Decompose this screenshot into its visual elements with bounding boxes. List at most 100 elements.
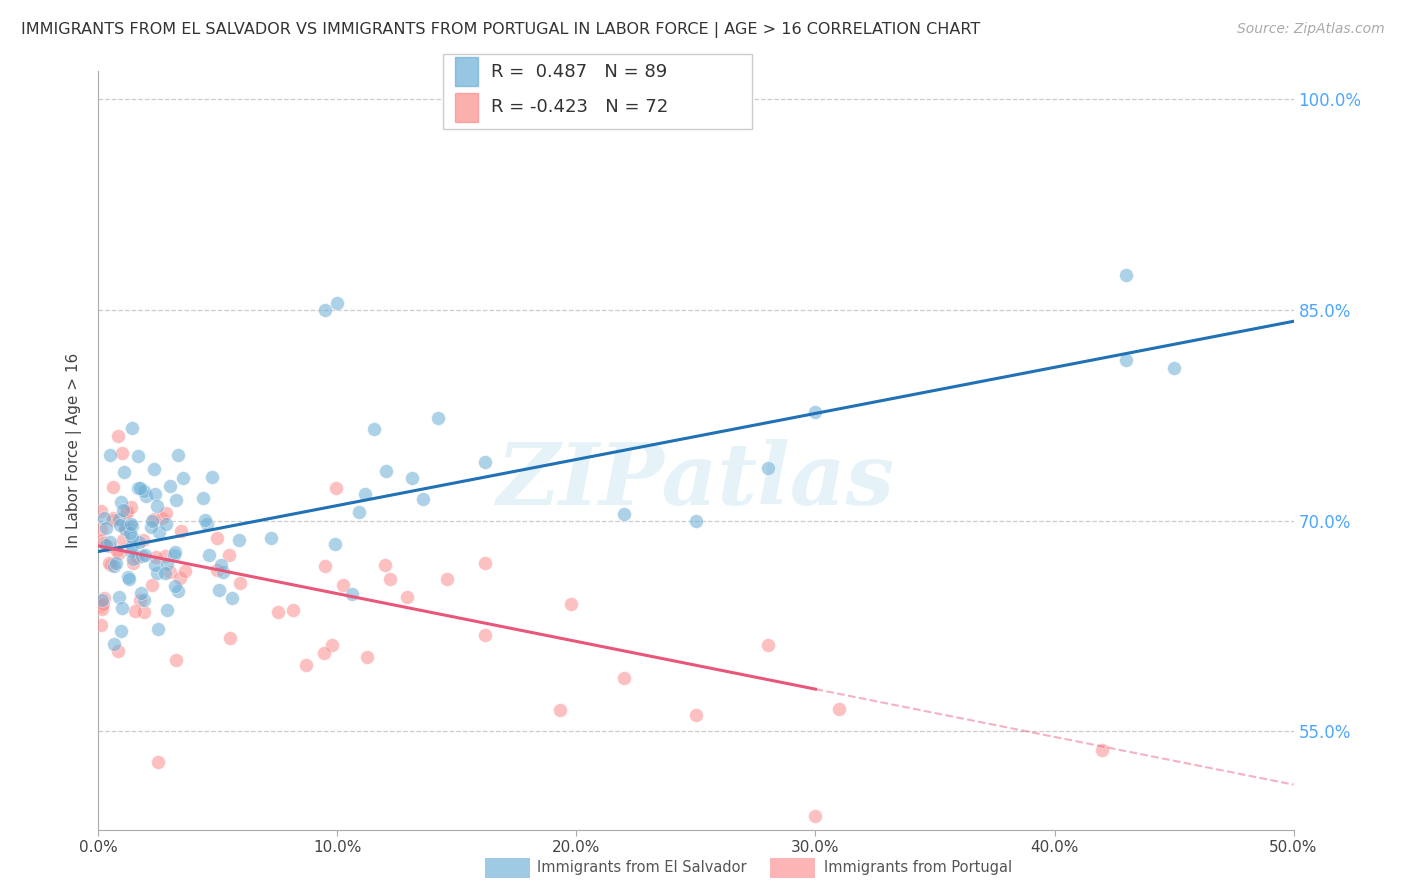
Point <box>340 587 363 601</box>
Point <box>93 597 115 611</box>
Point <box>356 649 378 664</box>
Point <box>111 601 134 615</box>
Point <box>195 517 218 532</box>
Point <box>294 658 316 673</box>
Point <box>315 303 337 318</box>
Point <box>163 548 186 562</box>
Point <box>120 544 142 558</box>
Point <box>474 557 496 571</box>
Point <box>108 517 131 532</box>
Point <box>105 544 128 558</box>
Point <box>122 556 145 570</box>
Point <box>103 558 125 573</box>
Point <box>412 491 434 506</box>
Point <box>134 606 156 620</box>
Point <box>312 646 335 660</box>
Point <box>218 548 240 562</box>
Point <box>132 484 155 499</box>
Point <box>93 591 115 606</box>
Point <box>281 602 304 616</box>
Point <box>167 583 190 598</box>
Point <box>100 449 122 463</box>
Point <box>122 552 145 566</box>
Point <box>153 566 176 580</box>
Point <box>560 597 582 611</box>
Point <box>101 513 124 527</box>
Point <box>804 808 827 822</box>
Point <box>315 559 337 574</box>
Point <box>121 519 143 533</box>
Text: Immigrants from Portugal: Immigrants from Portugal <box>824 860 1012 874</box>
Point <box>143 487 166 501</box>
Point <box>156 603 179 617</box>
Point <box>150 510 173 524</box>
Point <box>548 703 571 717</box>
Point <box>112 465 135 479</box>
Point <box>135 489 157 503</box>
Point <box>685 707 707 722</box>
Point <box>128 593 150 607</box>
Point <box>363 422 385 436</box>
Point <box>125 550 148 565</box>
Point <box>1115 268 1137 282</box>
Point <box>155 506 177 520</box>
Point <box>375 464 398 478</box>
Point <box>325 481 347 495</box>
Point <box>378 572 401 586</box>
Point <box>90 522 112 536</box>
Text: Immigrants from El Salvador: Immigrants from El Salvador <box>537 860 747 874</box>
Point <box>170 524 193 539</box>
Point <box>1091 743 1114 757</box>
Point <box>114 522 136 536</box>
Point <box>167 448 190 462</box>
Point <box>474 455 496 469</box>
Point <box>121 530 143 544</box>
Point <box>613 507 636 521</box>
Point <box>219 631 242 645</box>
Point <box>90 504 112 518</box>
Point <box>117 570 139 584</box>
Point <box>436 572 458 586</box>
Point <box>134 548 156 562</box>
Point <box>120 500 142 514</box>
Point <box>114 519 136 533</box>
Point <box>756 638 779 652</box>
Point <box>146 499 169 513</box>
Point <box>115 504 138 518</box>
Text: R =  0.487   N = 89: R = 0.487 N = 89 <box>491 62 666 80</box>
Point <box>93 511 115 525</box>
Point <box>100 558 122 572</box>
Point <box>94 538 117 552</box>
Point <box>141 514 163 528</box>
Point <box>165 545 187 559</box>
Point <box>169 570 191 584</box>
FancyBboxPatch shape <box>443 54 752 129</box>
Point <box>121 421 143 435</box>
Point <box>131 549 153 563</box>
Point <box>208 582 231 597</box>
Point <box>347 505 370 519</box>
Point <box>165 653 187 667</box>
Point <box>115 505 138 519</box>
Point <box>146 622 169 636</box>
Point <box>128 535 150 549</box>
Point <box>174 564 197 578</box>
Bar <box>456 93 478 122</box>
Point <box>104 556 127 570</box>
Point <box>142 461 165 475</box>
Point <box>90 599 112 613</box>
Point <box>395 590 418 604</box>
Point <box>93 536 115 550</box>
Point <box>229 575 252 590</box>
Text: Source: ZipAtlas.com: Source: ZipAtlas.com <box>1237 22 1385 37</box>
Point <box>153 549 176 563</box>
Point <box>90 618 112 632</box>
Point <box>90 533 112 548</box>
Point <box>191 491 214 505</box>
Point <box>159 478 181 492</box>
Point <box>101 510 124 524</box>
Point <box>804 405 827 419</box>
Point <box>98 556 121 570</box>
Point <box>101 480 124 494</box>
Text: R = -0.423   N = 72: R = -0.423 N = 72 <box>491 98 668 116</box>
